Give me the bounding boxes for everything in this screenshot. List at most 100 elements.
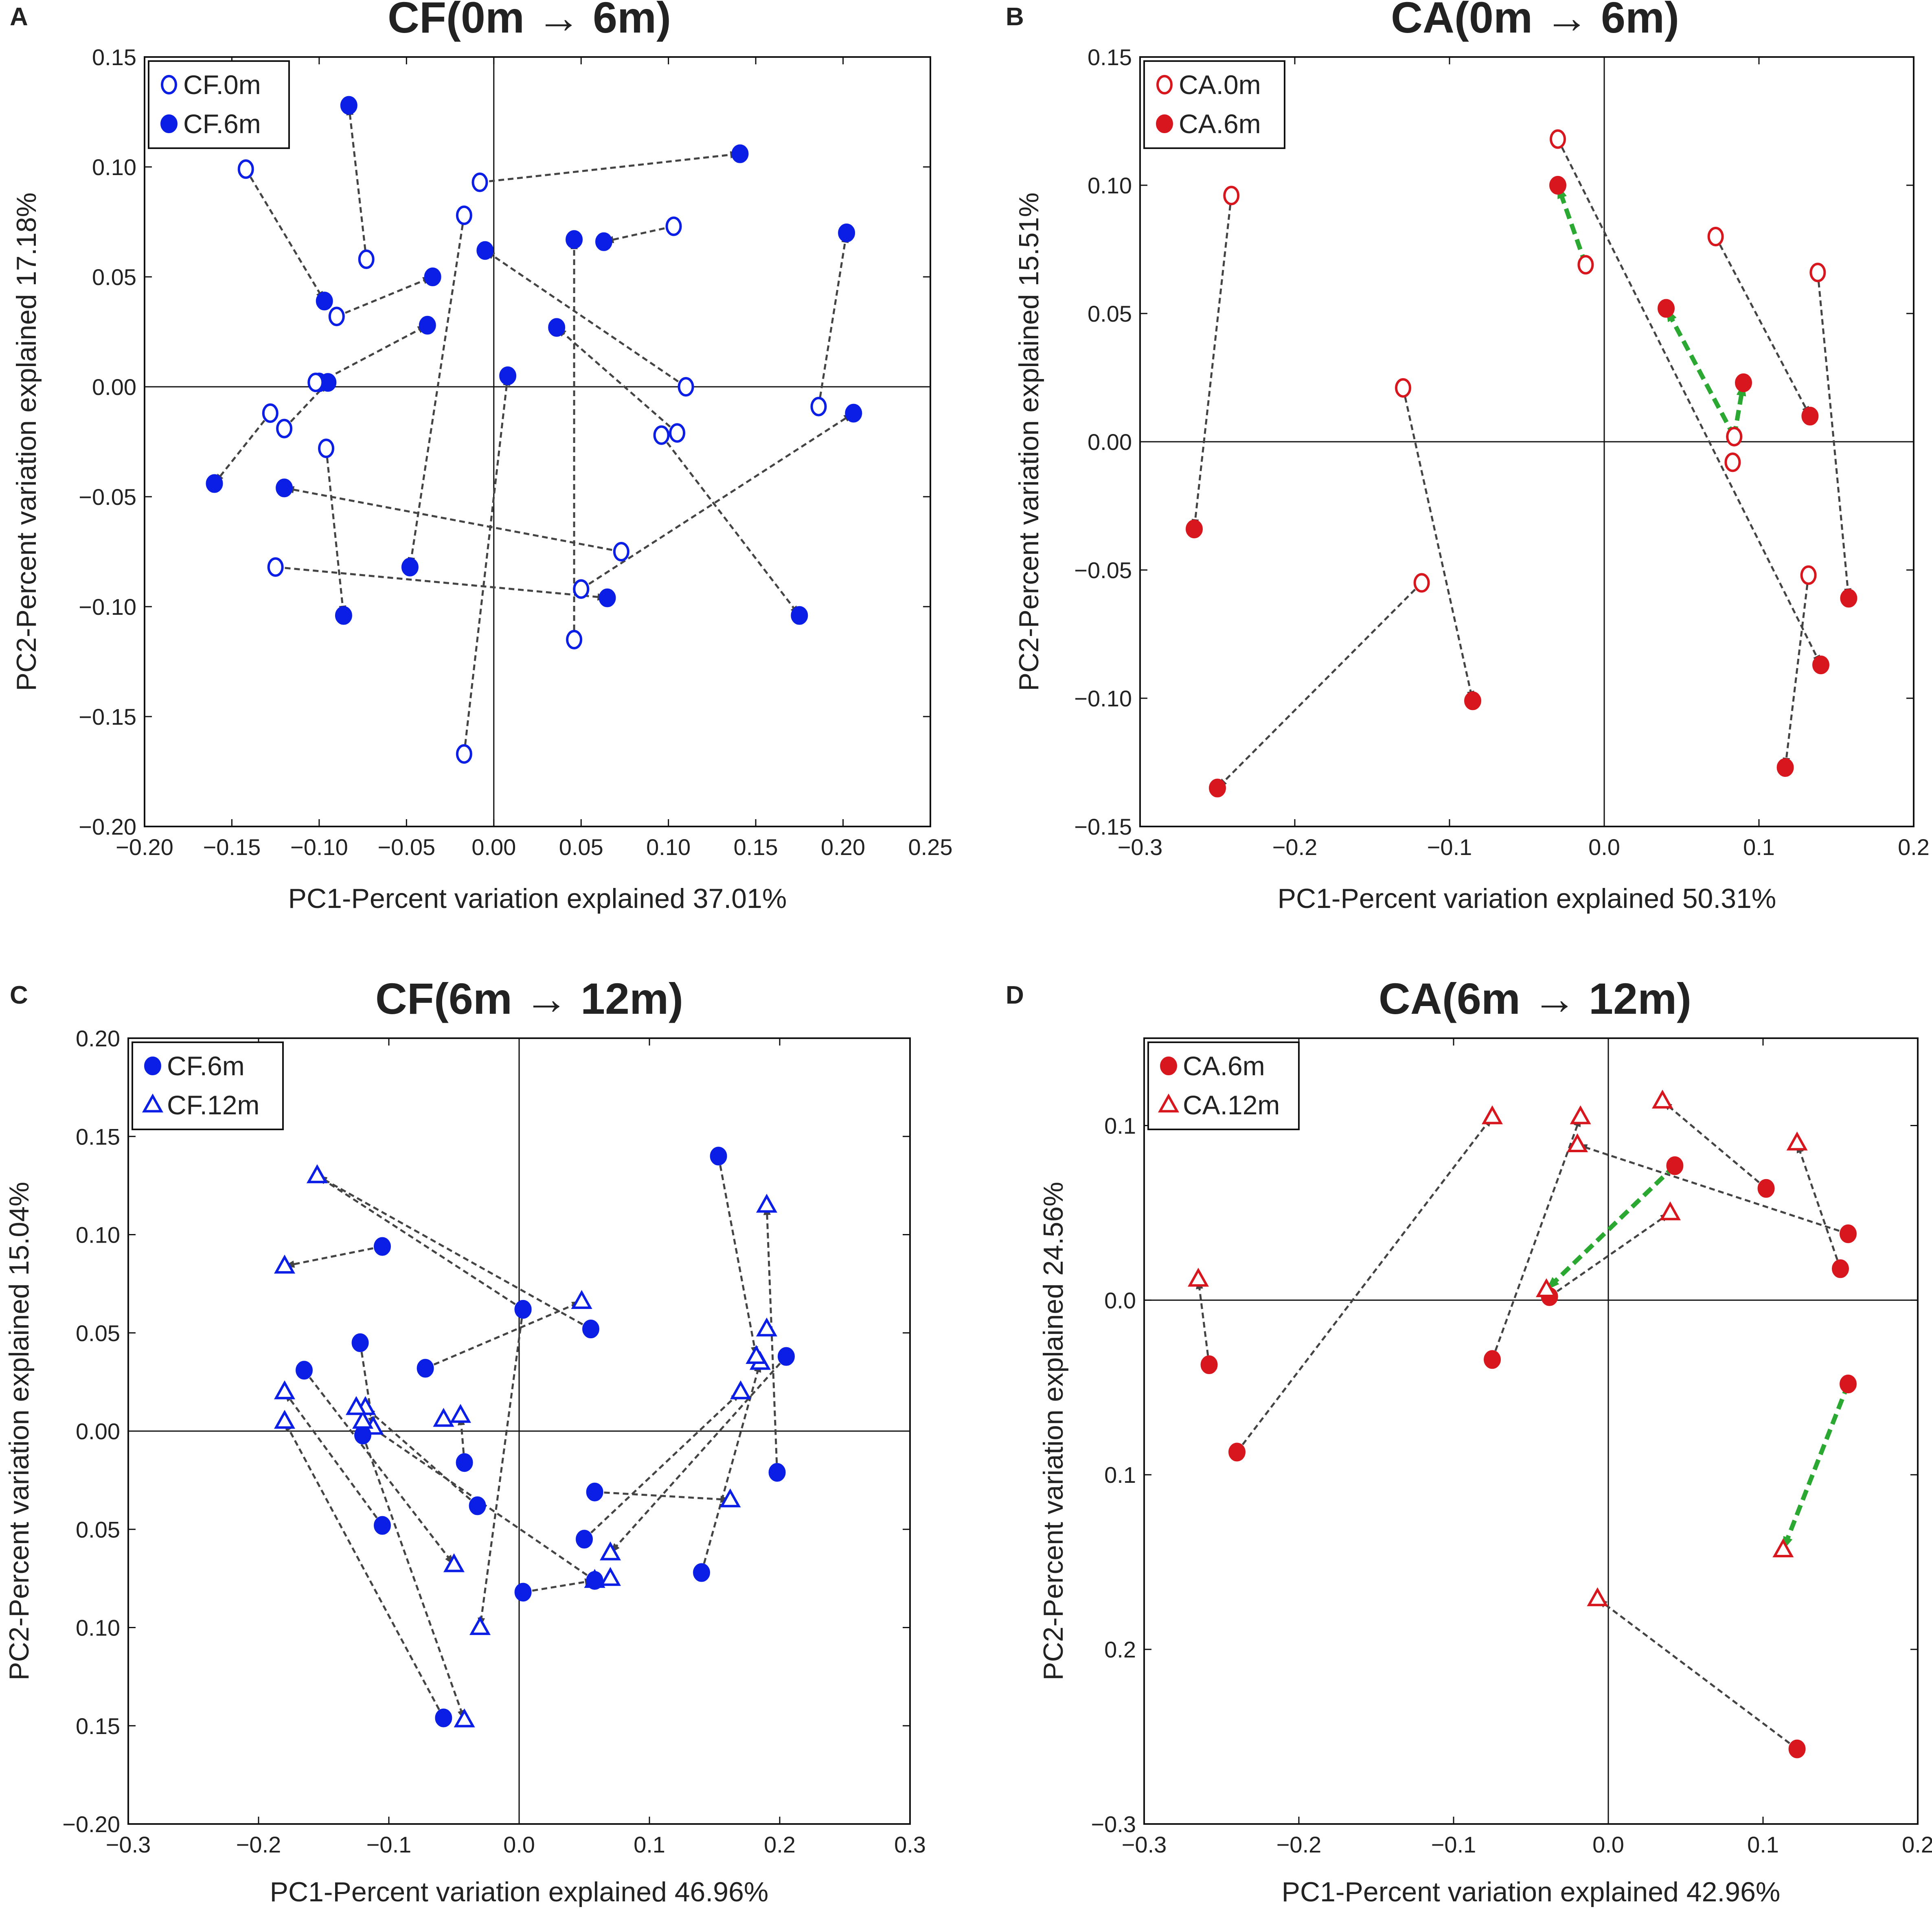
trajectory-arrow [458, 1414, 466, 1463]
data-point-end [719, 1488, 741, 1508]
highlight-arrow [1664, 307, 1737, 438]
legend-entry: CF.6m [183, 109, 261, 139]
trajectory-arrow [1402, 388, 1474, 702]
data-point-start [1484, 1350, 1501, 1369]
trajectory-arrow [1783, 575, 1810, 769]
data-point [573, 579, 590, 599]
data-point-start [613, 542, 629, 561]
y-tick-label: 0.2 [1104, 1637, 1136, 1662]
data-point-start [1800, 565, 1817, 585]
data-point-end [306, 1164, 328, 1184]
trajectory-arrow [818, 232, 849, 407]
data-point-end [1464, 691, 1481, 710]
x-tick-label: −0.10 [290, 834, 348, 860]
x-tick-label: −0.1 [1427, 834, 1472, 860]
data-point-start [1809, 263, 1826, 283]
x-axis-label: PC1-Percent variation explained 42.96% [1282, 1877, 1781, 1907]
data-point-start [1550, 129, 1566, 149]
panel-letter: A [10, 3, 28, 31]
trajectory-arrow [275, 566, 608, 601]
y-tick-label: −0.15 [79, 704, 136, 730]
legend-marker [160, 114, 178, 133]
data-point [307, 373, 324, 392]
y-tick-label: 0.05 [1088, 301, 1132, 327]
chart-title: CF(0m → 6m) [388, 0, 671, 42]
panel-a: A CF(0m → 6m) −0.20 −0.15 −0.10 −0.05 0.00 0.05… [10, 0, 953, 914]
data-point-end [276, 478, 293, 498]
x-tick-label: 0.1 [634, 1832, 665, 1857]
data-point-end [746, 1345, 767, 1364]
data-point-start [1707, 227, 1724, 246]
x-tick-label: −0.3 [106, 1832, 151, 1857]
panel-letter: D [1006, 981, 1024, 1009]
data-point-start [262, 403, 279, 423]
data-point-start [267, 557, 284, 577]
data-point-end [443, 1553, 465, 1572]
trajectory-arrow [700, 1361, 761, 1573]
x-tick-label: 0.25 [908, 834, 953, 860]
y-tick-label: −0.05 [79, 484, 136, 510]
x-tick-label: 0.00 [471, 834, 516, 860]
trajectory-arrow [1816, 272, 1852, 599]
trajectory-arrow [1577, 1144, 1849, 1235]
x-tick-label: 0.0 [1588, 834, 1620, 860]
data-point-start [1395, 378, 1411, 398]
y-tick-label: 0.1 [1104, 1462, 1136, 1488]
highlight-arrow [1555, 184, 1588, 266]
data-point-start [1577, 255, 1594, 275]
legend: CF.6m CF.12m [132, 1041, 284, 1130]
data-point-end [469, 1616, 491, 1635]
data-point-end [419, 316, 436, 335]
trajectory-arrow [245, 169, 325, 302]
x-tick-label: −0.20 [116, 834, 173, 860]
y-tick-label: 0.10 [76, 1222, 120, 1248]
legend-box [1143, 60, 1285, 149]
x-tick-label: 0.15 [734, 834, 778, 860]
data-point-start [1223, 186, 1240, 206]
data-point-start [1666, 1156, 1684, 1175]
x-tick-label: 0.3 [894, 1832, 926, 1857]
trajectory-arrow [484, 250, 686, 388]
highlight-arrow [1545, 1164, 1677, 1291]
data-point-end [1735, 373, 1752, 392]
legend-entry: CF.0m [183, 70, 261, 100]
x-tick-label: −0.2 [1276, 1832, 1322, 1857]
y-tick-label: −0.10 [79, 594, 136, 620]
data-point-start [586, 1571, 603, 1590]
data-point-start [358, 249, 375, 269]
trajectory-arrow [1217, 582, 1423, 789]
x-tick-label: −0.05 [377, 834, 435, 860]
trajectory-arrow [318, 324, 428, 384]
trajectory-arrow [1236, 1116, 1493, 1453]
legend: CF.0m CF.6m [148, 60, 290, 149]
x-axis-label: PC1-Percent variation explained 46.96% [270, 1877, 769, 1907]
y-tick-label: 0.1 [1104, 1113, 1136, 1138]
data-point-start [514, 1300, 532, 1319]
data-point-end [401, 557, 419, 577]
trajectory-arrow [717, 1156, 758, 1357]
data-point [1724, 452, 1741, 472]
y-tick-label: −0.20 [62, 1811, 120, 1837]
y-axis-label: PC2-Percent variation explained 17.18% [11, 193, 42, 691]
trajectory-arrow [283, 486, 622, 553]
data-point-end [1209, 778, 1226, 798]
data-point-start [1832, 1259, 1849, 1278]
plot-frame [144, 56, 931, 827]
data-point-start [435, 1708, 452, 1727]
trajectory-arrow [284, 1245, 383, 1268]
data-point-end [450, 1404, 471, 1423]
data-point [433, 1407, 454, 1427]
trajectory-arrow [523, 1578, 596, 1594]
x-tick-label: 0.1 [1747, 1832, 1779, 1857]
data-point-start [653, 425, 670, 445]
x-tick-label: 0.2 [1902, 1832, 1932, 1857]
data-point-start [586, 1482, 603, 1502]
trajectory-arrow [283, 1421, 445, 1719]
data-point-start [469, 1496, 486, 1515]
data-point-start [1788, 1739, 1806, 1758]
trajectory-arrow [283, 381, 329, 430]
y-tick-label: −0.20 [79, 814, 136, 840]
trajectory-arrow [364, 1407, 478, 1507]
data-point-end [206, 474, 223, 493]
data-point-start [1757, 1179, 1775, 1198]
